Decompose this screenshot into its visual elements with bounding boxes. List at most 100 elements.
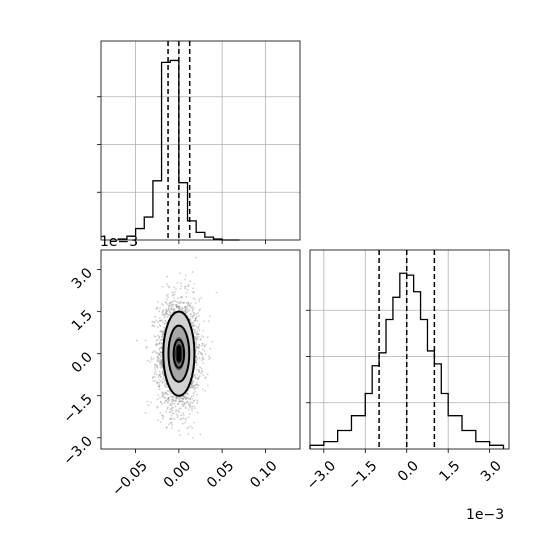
scatter-point [167, 296, 170, 299]
scatter-point [154, 379, 157, 382]
scatter-point [195, 361, 198, 364]
scatter-point [156, 406, 159, 409]
scatter-point [182, 400, 184, 403]
scatter-point [170, 301, 173, 303]
scatter-point [195, 355, 198, 357]
scatter-point [193, 283, 196, 285]
scatter-point [152, 380, 155, 382]
scatter-point [197, 325, 200, 328]
scatter-point [163, 393, 166, 396]
scatter-point [175, 410, 177, 413]
scatter-point [165, 426, 168, 428]
scatter-point [158, 336, 161, 338]
scatter-point [153, 335, 156, 337]
scatter-point [191, 386, 194, 389]
scatter-point [163, 313, 166, 316]
scatter-point [178, 306, 181, 309]
scatter-point [193, 407, 196, 410]
scatter-point [195, 343, 198, 346]
scatter-point [158, 374, 161, 376]
scatter-y-ticklabel: 1.5 [69, 307, 96, 334]
scatter-point [187, 397, 190, 400]
scatter-point [205, 343, 207, 346]
p1-histogram-panel: −3.0 −1.5 0.0 1.5 3.0 [304, 249, 510, 493]
scatter-point [206, 373, 209, 376]
scatter-point [161, 391, 164, 393]
scatter-point [191, 308, 194, 311]
scatter-point [146, 359, 149, 362]
scatter-point [165, 410, 168, 413]
p0-histogram-step [117, 59, 240, 241]
scatter-point [175, 303, 178, 306]
scatter-point [157, 334, 160, 337]
scatter-point [160, 401, 162, 403]
scatter-point [158, 342, 161, 345]
scatter-point [177, 305, 180, 308]
scatter-point [161, 395, 164, 398]
scatter-point [186, 393, 189, 396]
scatter-point [187, 408, 190, 411]
contour-line [172, 338, 186, 369]
scatter-point [196, 333, 198, 336]
scatter-point [169, 312, 172, 315]
scatter-point [197, 387, 199, 389]
scatter-point [159, 362, 161, 364]
scatter-point [158, 386, 161, 388]
scatter-point [173, 402, 176, 405]
scatter-point [202, 329, 205, 332]
scatter-point [201, 354, 203, 356]
scatter-point [158, 361, 161, 364]
scatter-point [184, 285, 186, 288]
scatter-point [171, 396, 174, 399]
scatter-point [165, 383, 168, 385]
scatter-point [163, 331, 165, 333]
scatter-point [171, 307, 173, 310]
scatter-point [169, 304, 172, 307]
scatter-point [161, 333, 164, 336]
scatter-point [188, 404, 190, 407]
scatter-point [190, 323, 193, 326]
scatter-point [196, 359, 199, 361]
scatter-point [192, 385, 195, 388]
scatter-point [172, 300, 175, 303]
scatter-point [192, 395, 195, 397]
scatter-point [166, 398, 169, 401]
scatter-point [176, 306, 179, 309]
scatter-point [195, 349, 197, 352]
scatter-point [166, 310, 169, 313]
scatter-point [194, 319, 197, 322]
scatter-point [161, 335, 163, 337]
scatter-point [162, 304, 165, 306]
scatter-point [192, 311, 195, 314]
scatter-point [182, 310, 185, 313]
scatter-point [172, 303, 175, 306]
scatter-point [194, 319, 197, 322]
scatter-point [194, 298, 196, 301]
scatter-point [170, 395, 172, 398]
scatter-point [161, 362, 163, 365]
scatter-point [162, 310, 164, 313]
scatter-point [190, 386, 192, 389]
scatter-point [179, 418, 182, 421]
p1-axis-frame [309, 249, 510, 450]
scatter-point [191, 316, 194, 319]
scatter-point [179, 400, 182, 403]
p1-x-ticklabel: 1.5 [436, 458, 463, 485]
scatter-point [160, 351, 163, 354]
scatter-point [184, 312, 187, 314]
scatter-point [172, 417, 175, 420]
scatter-point [190, 383, 193, 386]
scatter-point [187, 426, 190, 429]
scatter-point [182, 417, 185, 420]
scatter-point [194, 383, 197, 386]
scatter-point [184, 396, 186, 399]
scatter-point [202, 358, 205, 361]
scatter-point [164, 392, 167, 395]
scatter-point [163, 326, 166, 329]
scatter-point [181, 398, 184, 400]
scatter-point [196, 345, 199, 348]
scatter-point [178, 401, 181, 403]
scatter-point [197, 347, 200, 350]
scatter-point [156, 338, 159, 341]
scatter-point [161, 393, 164, 395]
